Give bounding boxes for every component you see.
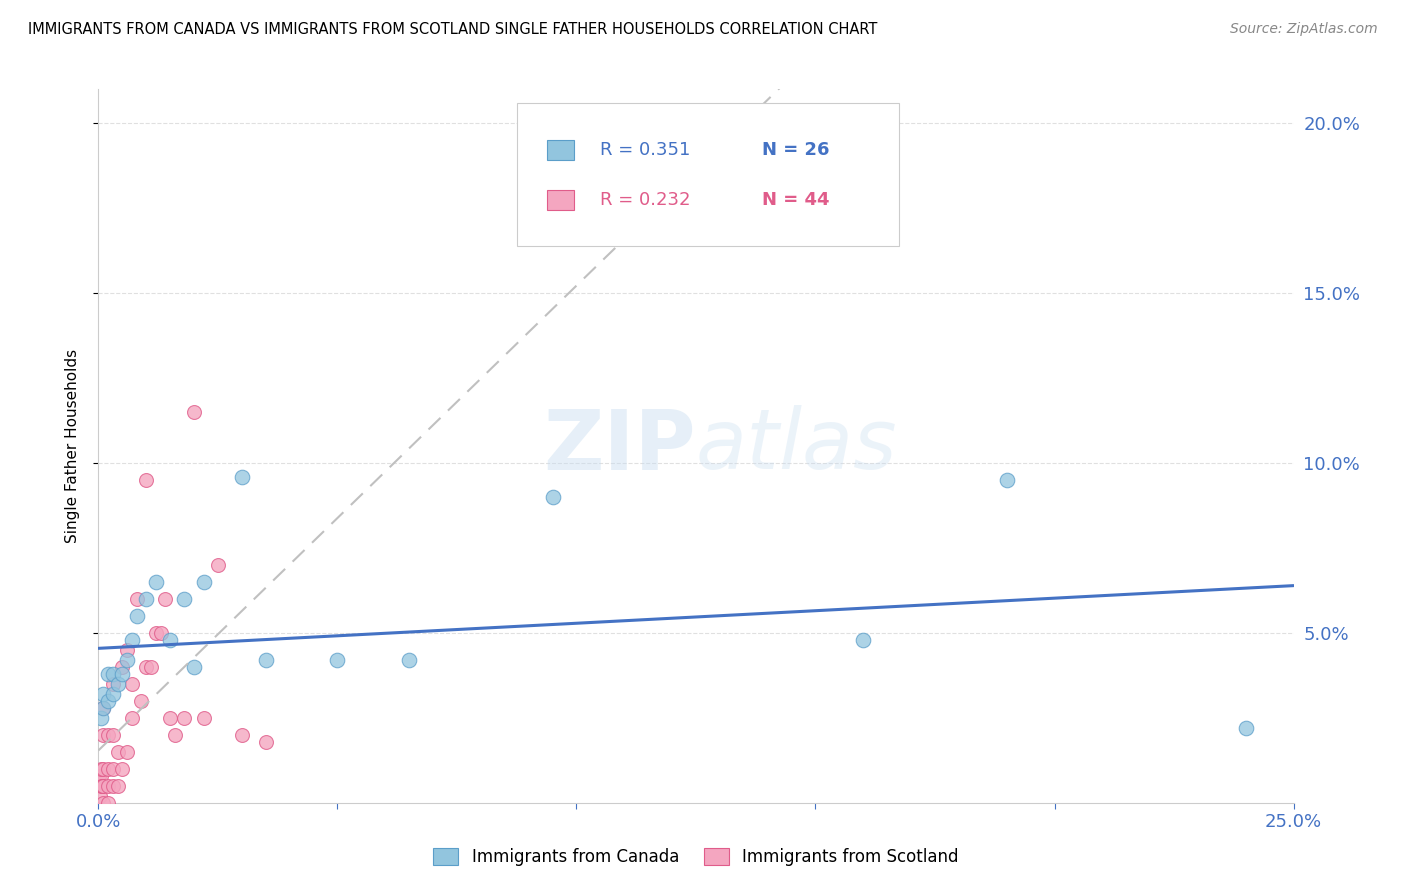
Point: [107, 779, 129, 793]
Point: [91, 728, 114, 742]
Point: [121, 677, 143, 691]
Point: [139, 660, 162, 674]
Point: [193, 574, 215, 589]
Text: N = 26: N = 26: [762, 141, 830, 159]
Point: [91, 700, 114, 714]
Text: ZIP: ZIP: [544, 406, 696, 486]
Point: [101, 728, 124, 742]
Point: [145, 574, 167, 589]
Point: [159, 632, 181, 647]
Point: [173, 591, 195, 606]
Text: atlas: atlas: [696, 406, 897, 486]
Point: [254, 653, 277, 667]
Point: [155, 591, 177, 606]
Point: [149, 626, 172, 640]
Text: Source: ZipAtlas.com: Source: ZipAtlas.com: [1230, 22, 1378, 37]
Point: [231, 469, 253, 483]
Point: [101, 687, 124, 701]
Point: [115, 643, 138, 657]
Y-axis label: Single Father Households: Single Father Households: [65, 349, 80, 543]
Point: [101, 762, 124, 776]
Point: [183, 405, 205, 419]
Point: [159, 711, 181, 725]
Point: [121, 711, 143, 725]
Point: [121, 632, 143, 647]
Point: [135, 660, 157, 674]
Point: [91, 779, 114, 793]
Point: [97, 779, 120, 793]
Point: [193, 711, 215, 725]
Point: [91, 796, 114, 810]
Text: N = 44: N = 44: [762, 191, 830, 209]
Point: [1234, 721, 1257, 735]
Legend: Immigrants from Canada, Immigrants from Scotland: Immigrants from Canada, Immigrants from …: [426, 841, 966, 873]
Point: [89, 769, 111, 783]
Point: [101, 677, 124, 691]
Point: [91, 687, 114, 701]
Point: [97, 762, 120, 776]
Point: [101, 666, 124, 681]
Point: [90, 762, 112, 776]
Point: [115, 745, 138, 759]
Point: [135, 591, 157, 606]
Point: [135, 473, 157, 487]
Point: [89, 779, 111, 793]
Text: R = 0.232: R = 0.232: [600, 191, 690, 209]
Point: [111, 666, 134, 681]
Point: [97, 694, 120, 708]
Point: [131, 694, 153, 708]
Point: [115, 653, 138, 667]
Point: [173, 711, 195, 725]
Point: [90, 779, 112, 793]
FancyBboxPatch shape: [547, 140, 574, 160]
Point: [90, 769, 112, 783]
Point: [107, 745, 129, 759]
Point: [97, 796, 120, 810]
Point: [91, 762, 114, 776]
Point: [101, 779, 124, 793]
Point: [111, 762, 134, 776]
Point: [91, 700, 114, 714]
Point: [107, 677, 129, 691]
Point: [163, 728, 186, 742]
Point: [541, 490, 564, 504]
Point: [91, 779, 114, 793]
Point: [97, 666, 120, 681]
Point: [995, 473, 1018, 487]
Point: [326, 653, 349, 667]
Point: [145, 626, 167, 640]
Text: R = 0.351: R = 0.351: [600, 141, 690, 159]
FancyBboxPatch shape: [517, 103, 900, 246]
Point: [90, 711, 112, 725]
Point: [398, 653, 420, 667]
Point: [183, 660, 205, 674]
Point: [89, 789, 111, 803]
Point: [111, 660, 134, 674]
Point: [254, 734, 277, 748]
Point: [97, 728, 120, 742]
Text: IMMIGRANTS FROM CANADA VS IMMIGRANTS FROM SCOTLAND SINGLE FATHER HOUSEHOLDS CORR: IMMIGRANTS FROM CANADA VS IMMIGRANTS FRO…: [28, 22, 877, 37]
Point: [125, 591, 148, 606]
Point: [231, 728, 253, 742]
Point: [207, 558, 229, 572]
Point: [125, 608, 148, 623]
FancyBboxPatch shape: [547, 190, 574, 210]
Point: [852, 632, 875, 647]
